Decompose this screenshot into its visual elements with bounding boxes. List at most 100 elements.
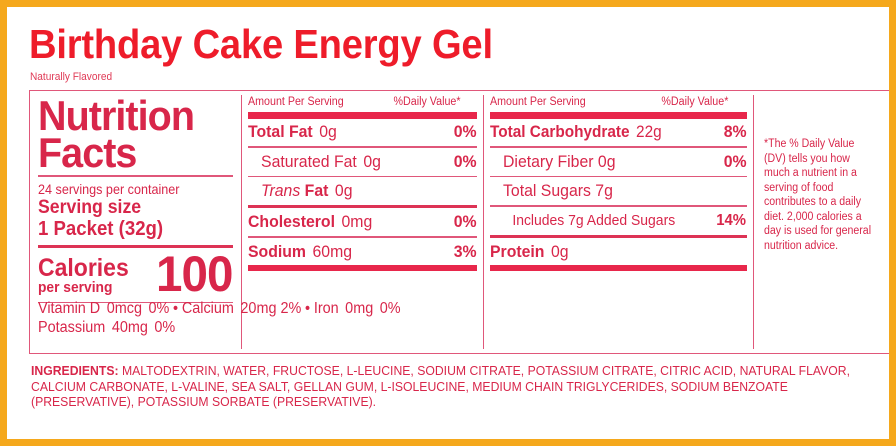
column-divider xyxy=(482,95,485,349)
divider xyxy=(248,146,477,148)
nutrient-name: Cholesterol xyxy=(248,212,336,231)
micronutrient-dv: 0% xyxy=(379,300,401,317)
daily-value-note: *The % Daily Value (DV) tells you how mu… xyxy=(763,138,872,252)
column-header: Amount Per Serving %Daily Value* xyxy=(490,95,728,109)
nutrient-row-trans-fat: Trans Fat 0g xyxy=(248,181,477,201)
micronutrient-amount: 40mg xyxy=(111,319,148,336)
nutrient-amount: 0mg xyxy=(341,212,373,231)
calories-label-group: Calories per serving xyxy=(38,253,129,296)
nutrient-amount: 22g xyxy=(636,123,662,141)
nutrition-facts-heading-line2: Facts xyxy=(38,129,137,176)
nutrient-name: Saturated Fat xyxy=(261,151,358,171)
micronutrient-amount: 0mcg xyxy=(106,300,142,317)
nutrient-name: Total Sugars xyxy=(503,181,592,200)
nutrient-name: Protein xyxy=(490,241,545,261)
nutrient-label: Dietary Fiber 0g xyxy=(490,152,616,172)
micronutrient-amount: 0mg xyxy=(345,300,374,317)
nutrient-dv: 3% xyxy=(453,241,477,261)
amount-per-serving-header: Amount Per Serving xyxy=(490,96,586,108)
nutrient-label: Trans Fat 0g xyxy=(248,181,352,201)
divider xyxy=(38,175,233,177)
label-inner: Birthday Cake Energy Gel Naturally Flavo… xyxy=(7,7,889,439)
micronutrient-name: Vitamin D xyxy=(38,300,101,317)
nutrient-name: Total Carbohydrate xyxy=(490,123,630,141)
nutrient-amount: 0g xyxy=(335,181,353,200)
micronutrient-dv: 2% xyxy=(280,300,302,317)
divider xyxy=(248,236,477,238)
micronutrient-amount: 20mg xyxy=(240,300,277,317)
nutrient-dv: 0% xyxy=(453,122,477,141)
nutrient-row-total-fat: Total Fat 0g 0% xyxy=(248,122,477,142)
nutrient-amount: 7g xyxy=(595,181,614,200)
column-divider xyxy=(240,95,243,349)
nutrient-row-dietary-fiber: Dietary Fiber 0g 0% xyxy=(490,152,746,172)
nutrient-label: Cholesterol 0mg xyxy=(248,212,372,232)
nutrient-label: Sodium 60mg xyxy=(248,242,352,262)
divider xyxy=(38,301,233,303)
micronutrient-name: Calcium xyxy=(181,300,234,317)
calories-row: Calories per serving 100 xyxy=(38,245,234,302)
nutrient-row-added-sugars: Includes 7g Added Sugars 14% xyxy=(490,211,747,231)
nutrient-name: Total Fat xyxy=(248,122,313,141)
nutrition-summary-column: Nutrition Facts 24 servings per containe… xyxy=(30,91,241,353)
product-subtitle: Naturally Flavored xyxy=(30,71,113,83)
micronutrient-name: Potassium xyxy=(38,319,106,336)
nutrient-amount: 0g xyxy=(598,151,616,171)
divider xyxy=(248,112,477,119)
divider xyxy=(38,244,233,248)
nutrient-row-cholesterol: Cholesterol 0mg 0% xyxy=(248,212,477,232)
divider xyxy=(248,264,477,271)
nutrient-column-left: Amount Per Serving %Daily Value* Total F… xyxy=(242,91,483,353)
daily-value-header: %Daily Value* xyxy=(661,96,729,108)
page-title: Birthday Cake Energy Gel xyxy=(29,21,493,67)
daily-value-note-column: *The % Daily Value (DV) tells you how mu… xyxy=(754,91,889,353)
nutrient-label: Total Fat 0g xyxy=(248,122,337,142)
nutrition-facts-heading-line1: Nutrition xyxy=(38,92,195,139)
nutrient-amount: 0g xyxy=(363,151,382,171)
nutrient-name: Dietary Fiber xyxy=(503,151,594,171)
divider xyxy=(490,175,747,177)
divider xyxy=(490,205,747,207)
calories-label: Calories xyxy=(38,253,129,282)
nutrient-amount: 0g xyxy=(319,122,338,141)
nutrient-row-sodium: Sodium 60mg 3% xyxy=(248,242,477,263)
divider xyxy=(490,112,747,119)
nutrient-label: Protein 0g xyxy=(490,242,569,262)
servings-per-container: 24 servings per container xyxy=(38,180,180,197)
nutrient-amount: 60mg xyxy=(312,241,353,261)
amount-per-serving-header: Amount Per Serving xyxy=(248,96,344,108)
nutrient-name: Sodium xyxy=(248,241,307,261)
nutrient-dv: 0% xyxy=(453,151,477,171)
micronutrients-line-1: Vitamin D 0mcg 0% • Calcium 20mg 2% • Iron 0mg 0% xyxy=(38,299,696,318)
nutrient-name-italic: Trans xyxy=(261,181,301,200)
nutrient-column-right: Amount Per Serving %Daily Value* Total C… xyxy=(484,91,752,353)
ingredients-text: MALTODEXTRIN, WATER, FRUCTOSE, L-LEUCINE… xyxy=(31,364,850,409)
divider xyxy=(490,234,747,238)
divider xyxy=(248,175,477,177)
bullet-separator: • xyxy=(305,300,311,317)
nutrient-label: Total Carbohydrate 22g xyxy=(490,122,662,142)
nutrient-label: Saturated Fat 0g xyxy=(248,152,381,172)
nutrition-facts-panel: Nutrition Facts 24 servings per containe… xyxy=(29,90,889,354)
calories-value: 100 xyxy=(156,245,233,302)
nutrient-row-saturated-fat: Saturated Fat 0g 0% xyxy=(248,151,477,172)
serving-size-value: 1 Packet (32g) xyxy=(38,217,164,240)
daily-value-header: %Daily Value* xyxy=(393,96,461,108)
micronutrient-name: Iron xyxy=(313,300,339,317)
divider xyxy=(490,264,747,271)
nutrient-name: Fat xyxy=(304,181,329,200)
nutrient-dv: 14% xyxy=(716,211,747,229)
nutrient-row-total-carbohydrate: Total Carbohydrate 22g 8% xyxy=(490,122,746,142)
bullet-separator: • xyxy=(173,300,179,317)
nutrient-dv: 8% xyxy=(723,122,747,141)
nutrient-row-protein: Protein 0g xyxy=(490,242,746,263)
micronutrient-dv: 0% xyxy=(154,319,176,336)
nutrient-label: Total Sugars 7g xyxy=(490,181,613,201)
micronutrients-line-2: Potassium 40mg 0% xyxy=(38,318,696,337)
nutrient-label: Includes 7g Added Sugars xyxy=(512,211,676,229)
ingredients-section: INGREDIENTS: MALTODEXTRIN, WATER, FRUCTO… xyxy=(31,364,863,411)
nutrient-amount: 0g xyxy=(551,241,569,261)
divider xyxy=(490,146,747,148)
nutrient-dv: 0% xyxy=(453,212,477,231)
column-divider xyxy=(752,95,754,349)
